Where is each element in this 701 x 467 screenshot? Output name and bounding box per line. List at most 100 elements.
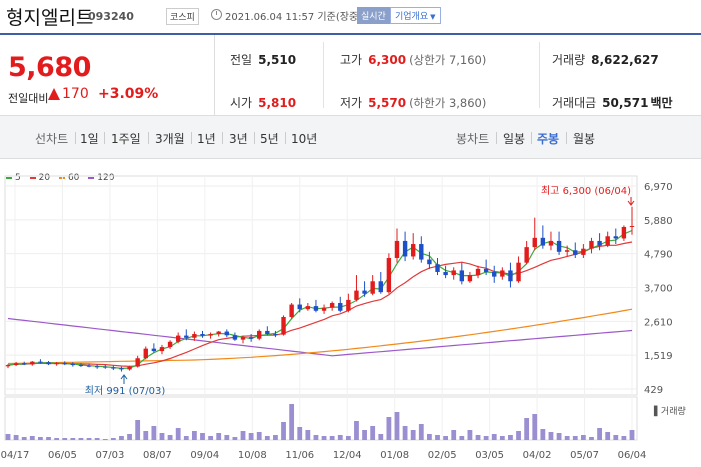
y-tick-label: 5,880 (644, 216, 673, 227)
volume-bar (548, 432, 554, 440)
candle-body (22, 363, 27, 365)
volume-bar (370, 426, 376, 440)
volume-bar (540, 429, 546, 440)
divider (191, 132, 192, 144)
y-tick-label: 4,790 (644, 250, 673, 261)
x-tick-label: 05/07 (570, 450, 599, 461)
candle-body (70, 363, 76, 366)
candle-body (402, 240, 408, 257)
volume-bar (467, 430, 473, 440)
candle-body (103, 366, 108, 368)
candle-body (443, 271, 448, 276)
volume-bar (54, 438, 60, 440)
tab-weekly-candle[interactable]: 주봉 (537, 132, 560, 146)
tab-3-years[interactable]: 3년 (229, 132, 248, 146)
candle-body (370, 281, 375, 294)
ma5-line (7, 229, 633, 370)
volume-bar (459, 436, 465, 440)
tab-3-months[interactable]: 3개월 (155, 132, 185, 146)
prev-close-label: 전일 (230, 53, 253, 67)
tab-1-day[interactable]: 1일 (80, 132, 99, 146)
company-info-label: 기업개요 (395, 12, 429, 22)
candle-body (94, 366, 100, 368)
tab-5-years[interactable]: 5년 (260, 132, 279, 146)
divider (496, 132, 497, 144)
volume-bar (21, 437, 27, 440)
volume-bar (191, 431, 197, 440)
tab-1-year[interactable]: 1년 (197, 132, 216, 146)
candle-body (208, 334, 213, 336)
tab-daily-candle[interactable]: 일봉 (503, 132, 526, 146)
y-tick-label: 429 (644, 385, 663, 396)
candle-body (354, 290, 359, 300)
company-info-button[interactable]: 기업개요 ▼ (390, 7, 441, 24)
candle-body (297, 304, 302, 310)
x-tick-label: 06/05 (48, 450, 77, 461)
candle-body (5, 365, 11, 367)
volume-bar (29, 436, 35, 440)
candle-body (127, 366, 132, 370)
tab-1-week[interactable]: 1주일 (111, 132, 141, 146)
lower-limit: (하한가 3,860) (409, 96, 487, 110)
volume-bar (102, 439, 108, 440)
low-arrow-icon (120, 374, 128, 384)
tab-10-years[interactable]: 10년 (291, 132, 318, 146)
candle-body (240, 337, 246, 340)
candle-body (13, 363, 19, 366)
volume-bar (264, 436, 270, 440)
x-tick-label: 08/07 (143, 450, 172, 461)
amount-label: 거래대금 (552, 96, 597, 110)
volume-label: ▌거래량 (653, 405, 686, 417)
x-tick-label: 04/17 (1, 450, 30, 461)
candle-body (119, 368, 124, 370)
low-value: 5,570 (368, 96, 407, 110)
high-value: 6,300 (368, 53, 407, 67)
candle-body (248, 337, 254, 339)
change-value: 170 (62, 86, 89, 102)
volume-bar (175, 428, 181, 440)
market-badge: 코스피 (166, 8, 199, 25)
volume-bar (256, 432, 262, 440)
volume-bar (208, 436, 213, 440)
candle-body (459, 270, 465, 282)
candle-body (621, 226, 627, 239)
candle-body (548, 240, 554, 246)
volume-bar (143, 431, 149, 440)
candle-body (321, 307, 327, 311)
volume-bar (321, 436, 327, 440)
candle-body (410, 244, 416, 257)
volume-bar (86, 438, 92, 440)
x-tick-label: 01/08 (380, 450, 409, 461)
volume-bar (491, 434, 497, 440)
low-price: 저가 5,570 (하한가 3,860) (340, 94, 486, 111)
realtime-button[interactable]: 실시간 (357, 7, 390, 24)
volume-plot-frame (4, 396, 638, 441)
candle-body (475, 268, 481, 276)
volume-bar (572, 436, 578, 440)
candle-body (338, 303, 343, 311)
high-label: 고가 (340, 53, 363, 67)
candle-body (151, 348, 157, 352)
volume-bar (427, 434, 432, 440)
volume-bar (151, 426, 157, 440)
volume-bar (621, 436, 627, 440)
tab-monthly-candle[interactable]: 월봉 (573, 132, 596, 146)
volume-bar (297, 427, 303, 440)
legend-ma120: 120 (88, 173, 114, 183)
volume-bar (119, 436, 124, 440)
candle-body (597, 240, 602, 246)
amount-value: 50,571 (602, 96, 649, 110)
volume-bar (94, 438, 100, 440)
volume-bar (362, 430, 367, 440)
volume-bar (167, 435, 173, 440)
trade-amount: 거래대금 50,571 백만 (552, 94, 673, 111)
candle-body (492, 271, 497, 277)
volume-bar (402, 426, 408, 440)
legend-ma20: 20 (29, 173, 50, 183)
candle-body (159, 347, 165, 352)
volume-bar (629, 430, 635, 440)
candle-body (394, 240, 400, 259)
amount-unit: 백만 (650, 96, 673, 110)
candle-body (573, 250, 578, 255)
candle-body (435, 264, 440, 272)
